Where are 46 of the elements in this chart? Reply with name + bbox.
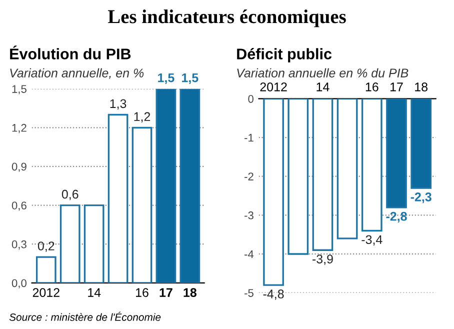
data-label: 1,5	[182, 73, 198, 84]
bar	[84, 204, 104, 283]
y-tick-label: 0,9	[12, 162, 26, 172]
chart-title: Déficit public	[237, 48, 332, 62]
data-label: -3,4	[362, 235, 382, 246]
data-label: 1,2	[134, 112, 150, 122]
chart-title: Évolution du PIB	[10, 46, 131, 60]
x-tick-label: 18	[415, 82, 428, 92]
bar	[156, 88, 176, 283]
data-label: -2,8	[386, 212, 407, 223]
x-tick-label: 17	[160, 288, 172, 297]
y-tick-label: 0,0	[12, 279, 26, 288]
x-tick-label: 14	[316, 82, 330, 92]
x-tick-label: 17	[390, 82, 403, 92]
y-tick-label: 1,5	[12, 85, 26, 94]
y-tick-label: 0,3	[12, 240, 26, 250]
x-tick-label: 16	[136, 288, 148, 297]
data-label: -3,9	[312, 254, 333, 265]
data-label: 0,2	[38, 242, 54, 252]
x-tick-label: 18	[184, 288, 196, 297]
x-tick-label: 2012	[260, 82, 287, 92]
y-tick-label: -2	[244, 172, 254, 180]
x-tick-label: 2012	[32, 288, 60, 297]
bar	[180, 88, 200, 283]
chart-subtitle: Variation annuelle en % du PIB	[237, 68, 408, 78]
text: Les indicateurs économiques	[108, 10, 346, 28]
data-label: -2,3	[410, 192, 432, 204]
bar	[108, 114, 128, 283]
y-tick-label: 1,2	[12, 124, 26, 134]
source-note: Source : ministère de l'Économie	[9, 312, 161, 321]
y-tick-label: 0,6	[12, 202, 26, 211]
bar	[60, 204, 80, 283]
data-label: 0,6	[62, 190, 78, 200]
x-tick-label: 16	[366, 82, 378, 92]
bar	[132, 126, 152, 283]
data-label: 1,5	[158, 73, 174, 84]
chart-subtitle: Variation annuelle, en %	[10, 68, 144, 79]
y-tick-label: -1	[244, 134, 254, 142]
data-label: 1,3	[110, 99, 126, 110]
y-tick-label: -3	[244, 211, 254, 220]
y-tick-label: -5	[244, 289, 254, 297]
y-tick-label: 0	[248, 94, 254, 103]
bar	[36, 256, 56, 283]
x-tick-label: 14	[88, 288, 101, 297]
y-tick-label: -4	[244, 250, 254, 258]
data-label: -4,8	[263, 290, 284, 300]
